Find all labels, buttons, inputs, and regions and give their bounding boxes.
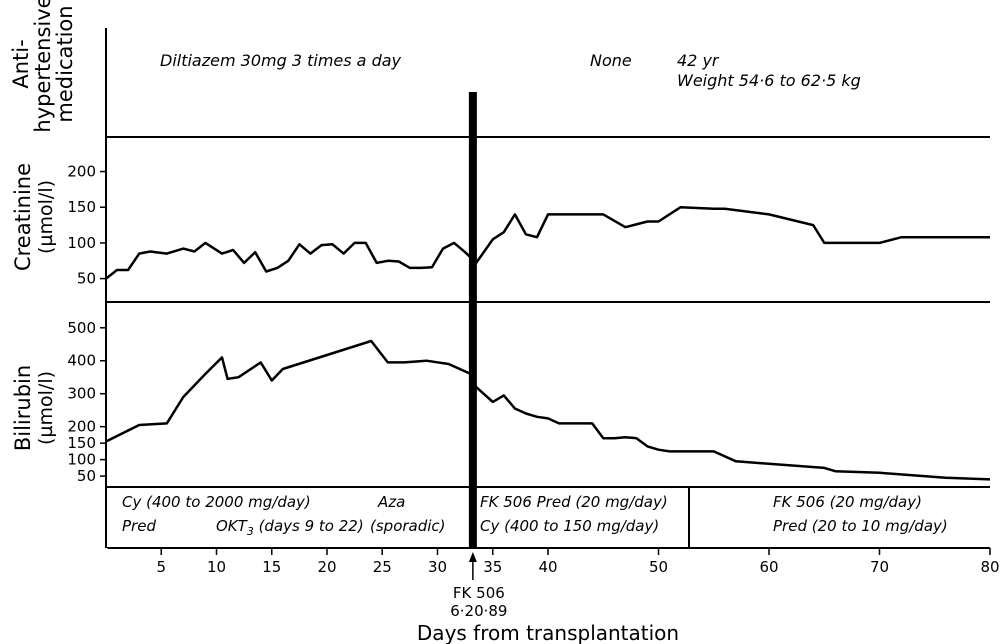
regimen-aza: Aza [377, 493, 405, 511]
x-axis: 5 10 15 20 25 30 35 40 50 60 70 80 [156, 548, 1000, 576]
creatinine-line [105, 205, 990, 280]
bilirubin-plot [105, 339, 991, 481]
age-note: 42 yr [677, 51, 720, 70]
antihypertensive-label-line2: hypertensive [31, 0, 55, 133]
creatinine-y-tick-label-150: 150 [67, 198, 96, 216]
diltiazem-note: Diltiazem 30mg 3 times a day [160, 51, 402, 70]
creatinine-label: Creatinine [11, 163, 35, 271]
regimen-cy: Cy (400 to 2000 mg/day) [122, 493, 311, 511]
antihypertensive-label-line1: Anti- [9, 39, 33, 88]
creatinine-y-tick-label-100: 100 [67, 234, 96, 252]
regimen-sporadic: (sporadic) [370, 517, 446, 535]
x-tick-label-20: 20 [317, 558, 336, 576]
creatinine-y-tick-label-50: 50 [77, 270, 96, 288]
regimen-fk506-dose: FK 506 (20 mg/day) [773, 493, 922, 511]
creatinine-y-tick-label-200: 200 [67, 163, 96, 181]
event-arrow-head [468, 552, 477, 562]
event-label-drug: FK 506 [453, 584, 505, 602]
x-tick-label-70: 70 [870, 558, 889, 576]
none-note: None [590, 51, 632, 70]
creatinine-y-axis: 50 100 150 200 [67, 163, 106, 288]
x-tick-label-60: 60 [759, 558, 778, 576]
regimen-okt3: OKT3 (days 9 to 22) [216, 517, 364, 538]
x-tick-label-15: 15 [262, 558, 281, 576]
x-tick-label-50: 50 [649, 558, 668, 576]
x-tick-label-35: 35 [483, 558, 502, 576]
regimen-table: Cy (400 to 2000 mg/day) Aza Pred OKT3 (d… [122, 493, 948, 538]
x-axis-title: Days from transplantation [417, 621, 679, 644]
bilirubin-y-tick-label-400: 400 [67, 352, 96, 370]
bilirubin-y-tick-label-50: 50 [77, 467, 96, 485]
creatinine-unit: (µmol/l) [35, 180, 57, 254]
bilirubin-y-tick-label-100: 100 [67, 451, 96, 469]
x-tick-label-80: 80 [980, 558, 999, 576]
x-tick-label-25: 25 [373, 558, 392, 576]
regimen-pred: Pred [122, 517, 156, 535]
bilirubin-y-tick-label-500: 500 [67, 319, 96, 337]
bilirubin-y-tick-label-200: 200 [67, 418, 96, 436]
regimen-cy-taper: Cy (400 to 150 mg/day) [480, 517, 659, 535]
creatinine-plot [105, 205, 990, 280]
fk506-event-marker: FK 506 6·20·89 [450, 552, 507, 620]
regimen-pred-taper: Pred (20 to 10 mg/day) [773, 517, 948, 535]
bilirubin-y-tick-label-300: 300 [67, 385, 96, 403]
regimen-fk506-pred: FK 506 Pred (20 mg/day) [480, 493, 668, 511]
weight-note: Weight 54·6 to 62·5 kg [677, 71, 861, 90]
x-tick-label-10: 10 [207, 558, 226, 576]
bilirubin-line [105, 339, 991, 481]
event-label-date: 6·20·89 [450, 602, 507, 620]
antihypertensive-panel: Diltiazem 30mg 3 times a day None 42 yr … [160, 51, 861, 90]
x-tick-label-40: 40 [538, 558, 557, 576]
bilirubin-y-tick-label-150: 150 [67, 434, 96, 452]
bilirubin-unit: (µmol/l) [35, 371, 57, 445]
fk506-start-bar [468, 92, 477, 548]
x-tick-label-30: 30 [428, 558, 447, 576]
bilirubin-label: Bilirubin [11, 365, 35, 451]
x-tick-label-5: 5 [156, 558, 166, 576]
antihypertensive-label-line3: medication [53, 5, 77, 122]
